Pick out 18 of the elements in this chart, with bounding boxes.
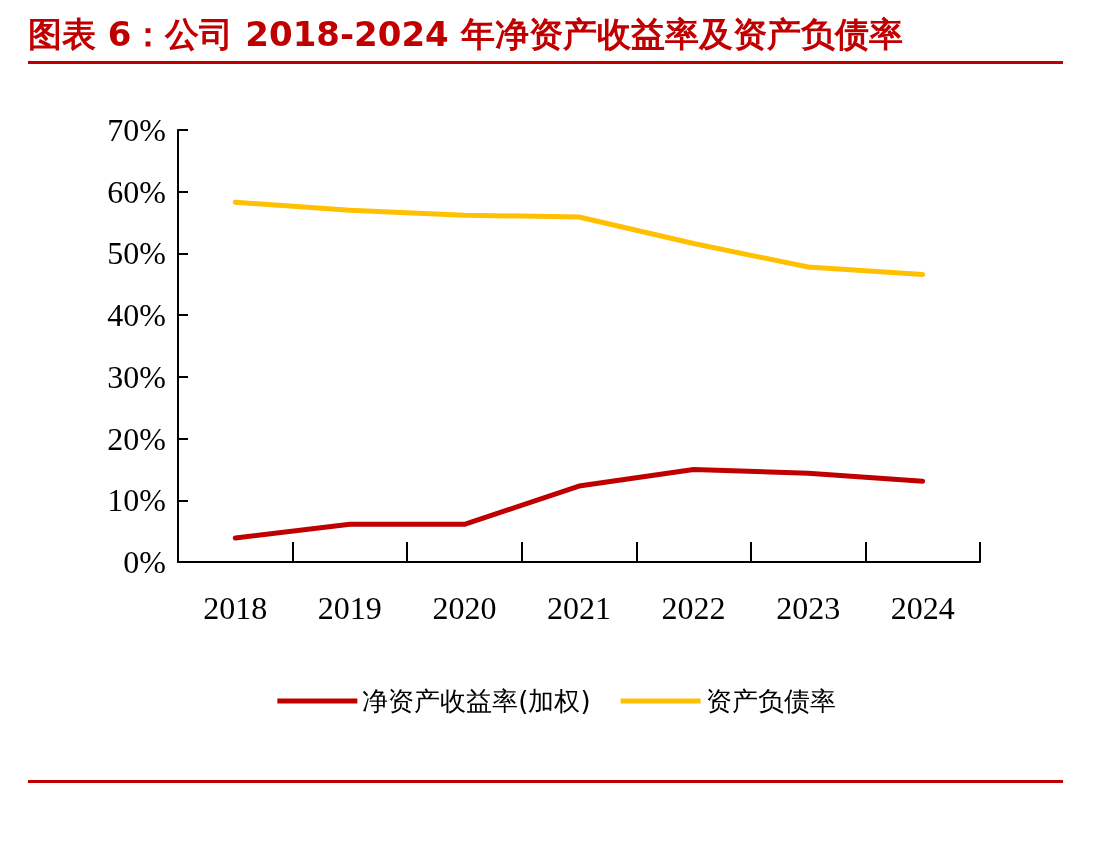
y-tick-label: 40% (107, 297, 166, 334)
x-tick-label: 2023 (776, 590, 841, 626)
x-tick-label: 2024 (890, 590, 955, 626)
chart-title: 图表 6：公司 2018-2024 年净资产收益率及资产负债率 (28, 13, 903, 56)
x-tick-label: 2019 (317, 590, 382, 626)
y-tick-label: 70% (107, 112, 166, 148)
x-tick-label: 2022 (661, 590, 726, 626)
y-tick-label: 30% (107, 358, 166, 395)
legend-label: 净资产收益率(加权) (362, 686, 591, 716)
y-tick-label: 60% (107, 173, 166, 210)
y-tick-label: 10% (107, 482, 166, 519)
x-tick-label: 2021 (547, 590, 611, 626)
y-tick-label: 20% (107, 420, 166, 457)
x-tick-label: 2018 (203, 590, 268, 626)
x-tick-label: 2020 (432, 590, 497, 626)
y-tick-label: 0% (123, 544, 166, 580)
legend-label: 资产负债率 (705, 686, 836, 716)
y-tick-label: 50% (107, 235, 166, 272)
